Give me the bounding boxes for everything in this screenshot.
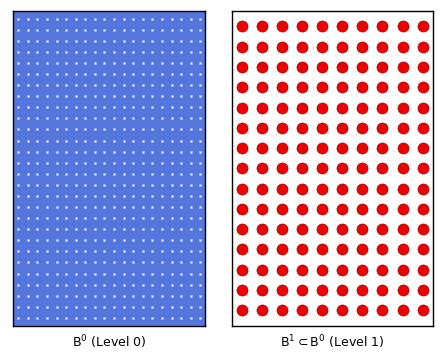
Text: B$^0$ (Level 0): B$^0$ (Level 0): [72, 333, 146, 351]
Text: B$^1$$\subset$B$^0$ (Level 1): B$^1$$\subset$B$^0$ (Level 1): [280, 333, 384, 351]
